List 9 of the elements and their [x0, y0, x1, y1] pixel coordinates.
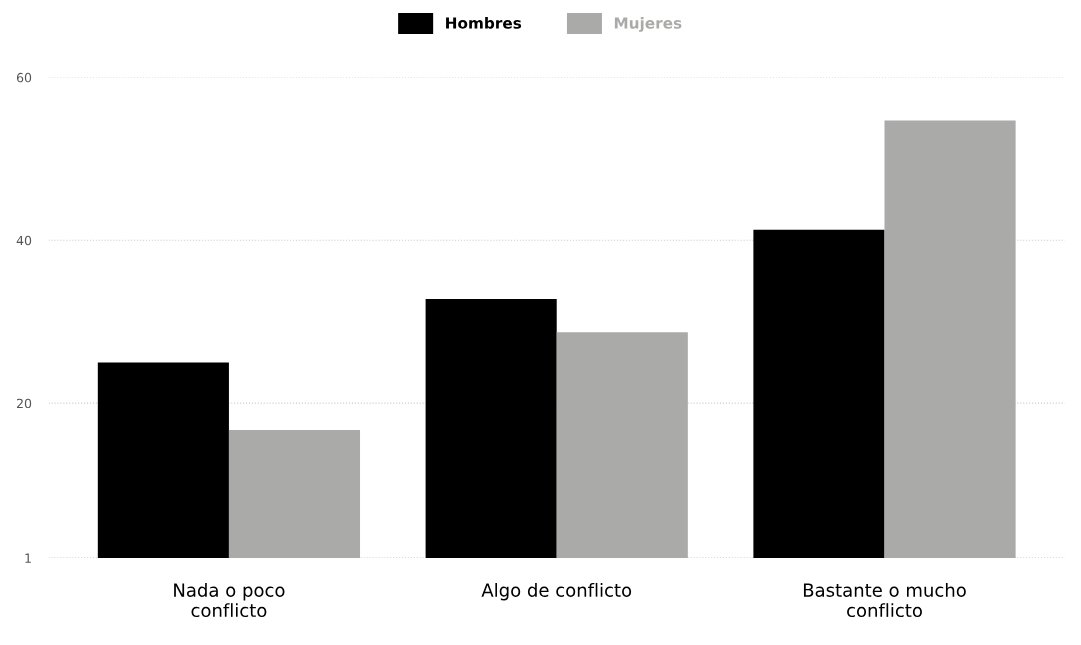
- x-tick-label: Nada o poco conflicto: [174, 582, 285, 618]
- y-tick-label: 20: [16, 398, 32, 409]
- legend-label: Hombres: [446, 16, 522, 29]
- x-tick-label: Algo de conflicto: [481, 582, 632, 601]
- x-tick-label: Bastante o mucho conflicto: [803, 582, 966, 618]
- legend-label: Mujeres: [614, 16, 682, 32]
- y-tick-label: 40: [16, 235, 32, 246]
- y-tick-label: 1: [25, 553, 31, 563]
- y-tick-label: 60: [16, 72, 32, 83]
